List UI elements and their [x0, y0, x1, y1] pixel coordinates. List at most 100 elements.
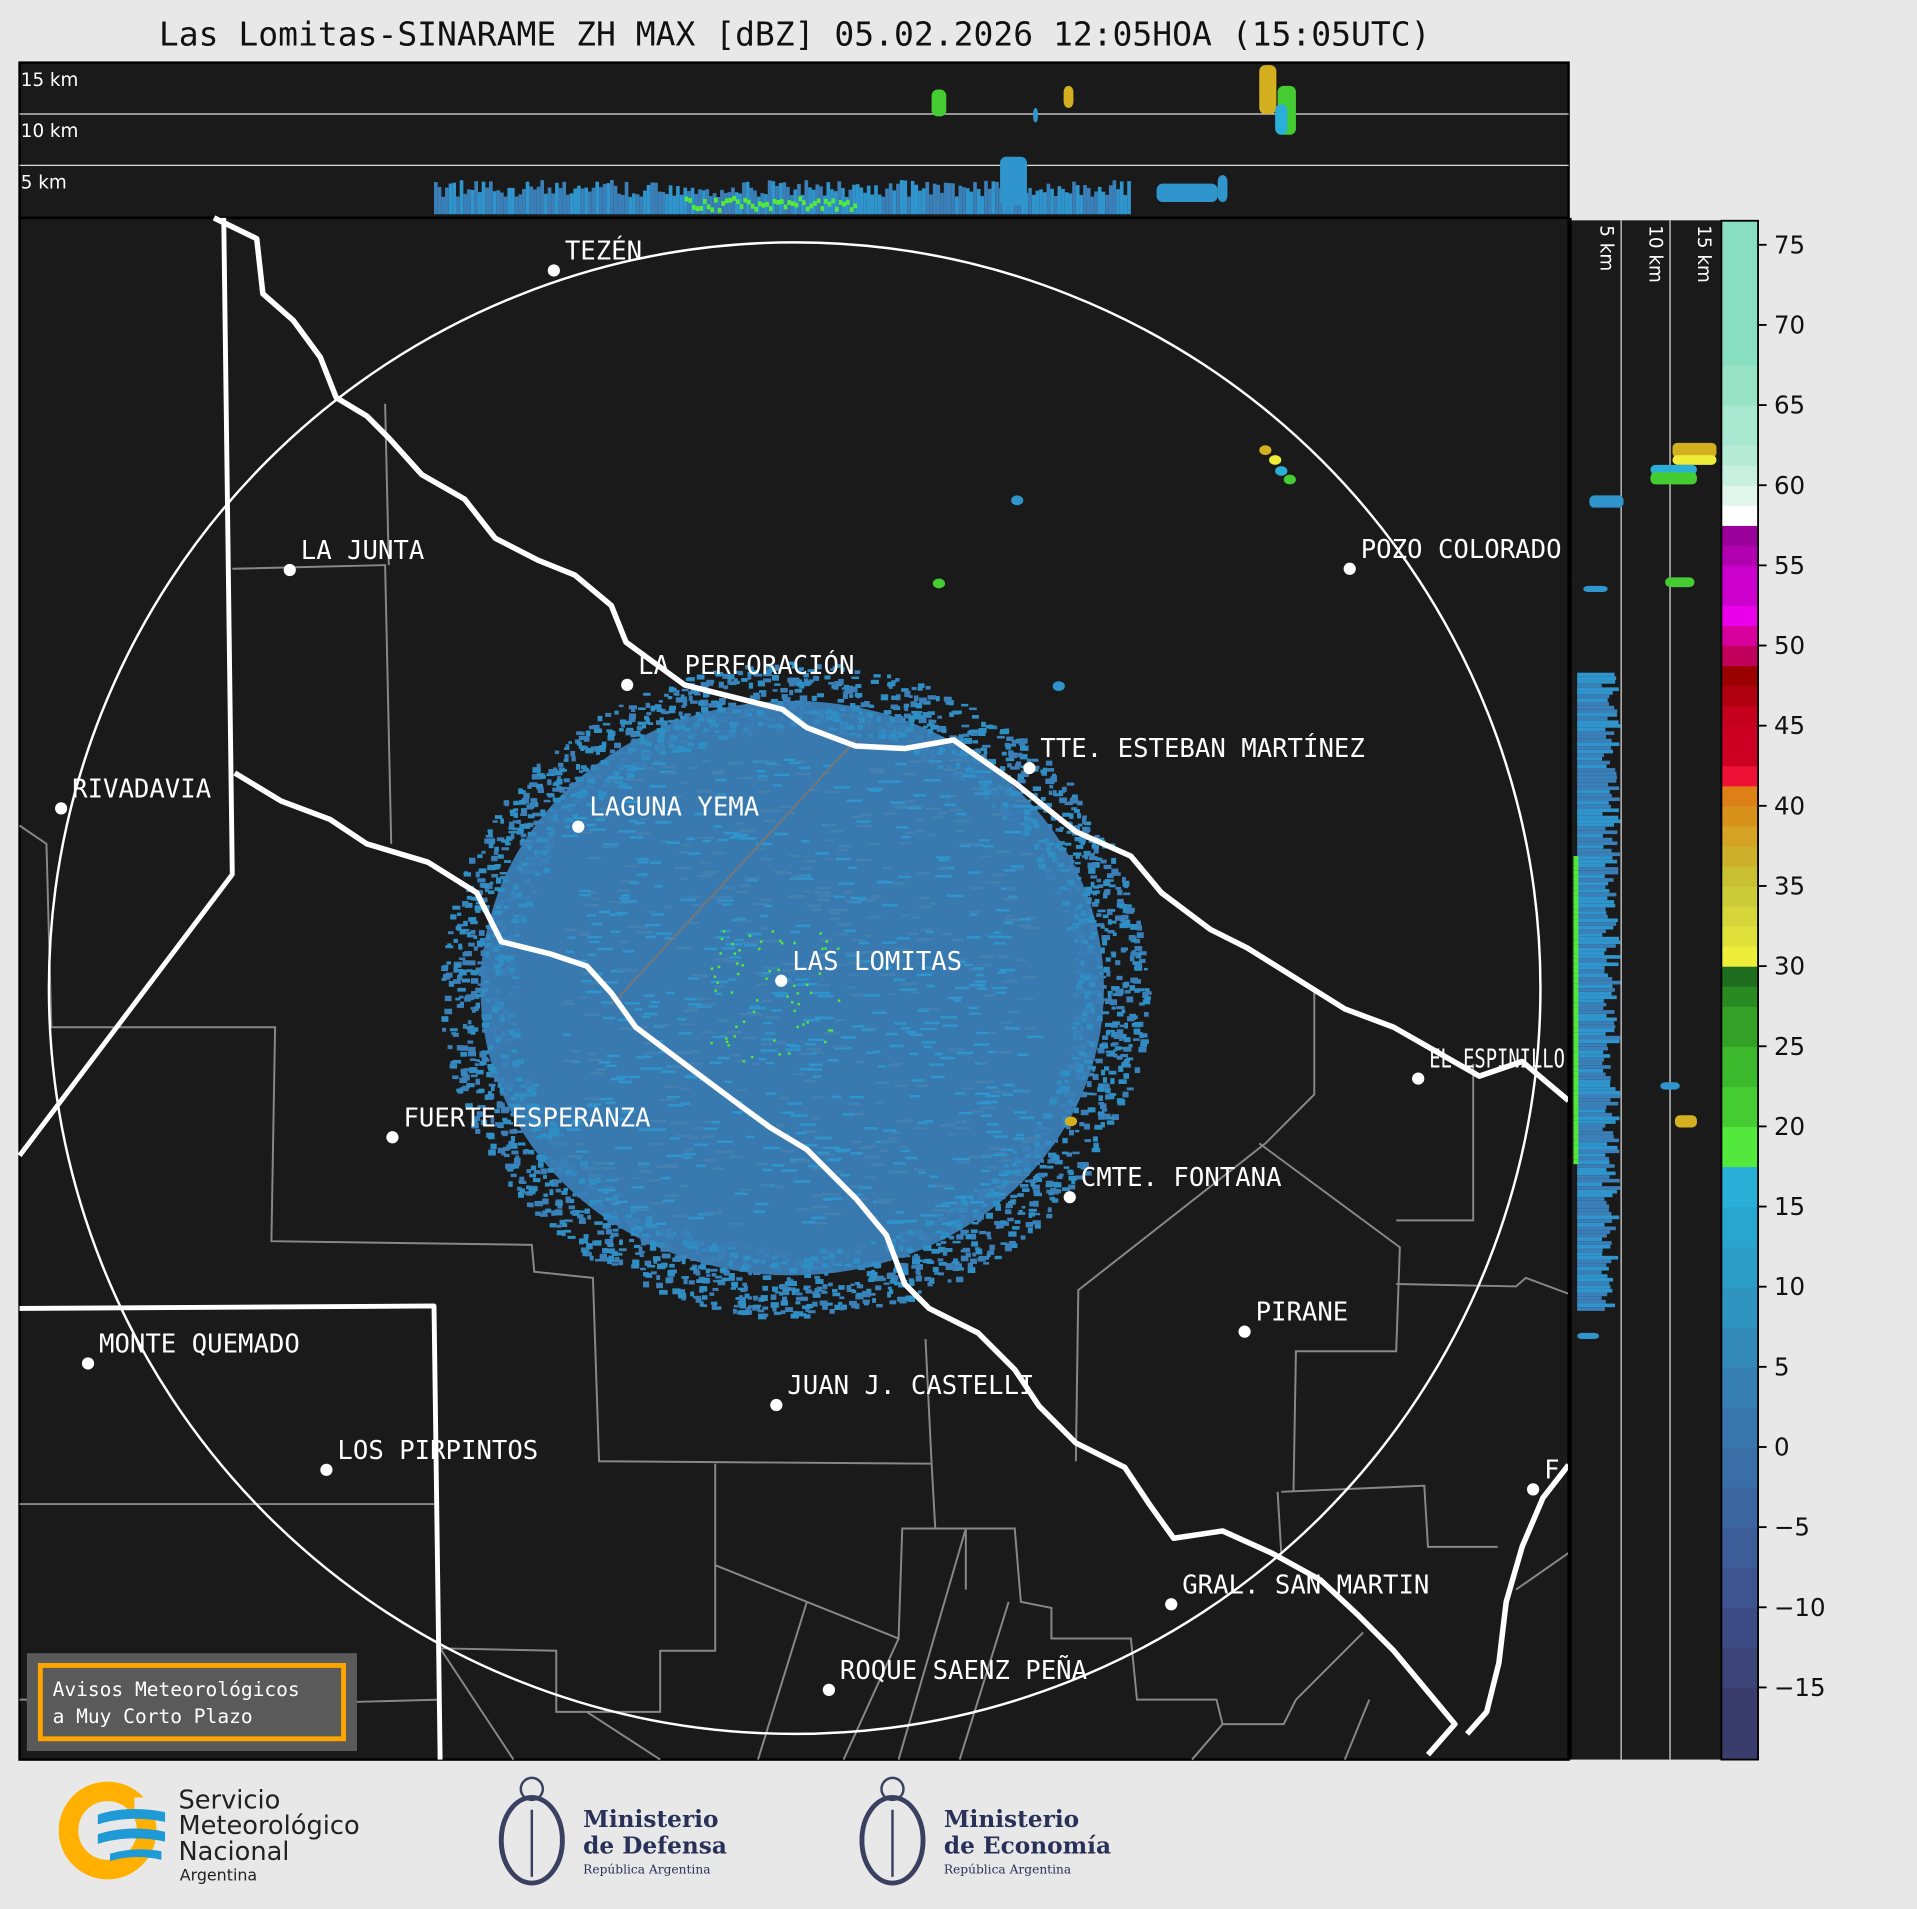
- echo-pixel: [832, 1288, 838, 1293]
- echo-texture: [889, 1044, 904, 1048]
- colorbar-band: [1721, 665, 1759, 687]
- echo-pixel: [1094, 1124, 1103, 1130]
- echo-texture: [697, 836, 714, 840]
- echo-pixel: [867, 1278, 875, 1283]
- echo-texture: [918, 1171, 927, 1174]
- echo-pixel: [821, 718, 826, 723]
- echo-texture: [742, 941, 760, 945]
- echo-pixel: [528, 856, 535, 861]
- echo-pixel: [668, 707, 676, 714]
- echo-pixel: [1090, 975, 1099, 981]
- echo-pixel: [570, 750, 576, 757]
- echo-texture: [762, 1168, 773, 1172]
- echo-pixel: [1012, 1162, 1017, 1167]
- echo-pixel: [697, 743, 705, 749]
- echo-pixel: [795, 1260, 804, 1265]
- section-echo: [452, 182, 457, 215]
- echo-pixel: [1075, 855, 1080, 859]
- section-echo: [584, 187, 589, 215]
- echo-pixel: [834, 1260, 842, 1265]
- echo-pixel: [798, 1313, 807, 1317]
- echo-texture: [973, 843, 985, 847]
- echo-pixel: [1078, 918, 1086, 925]
- echo-pixel: [504, 905, 509, 909]
- echo-pixel: [546, 793, 555, 797]
- echo-pixel: [942, 1232, 950, 1238]
- echo-pixel: [689, 1235, 695, 1242]
- echo-pixel: [494, 864, 501, 868]
- echo-pixel: [1066, 1126, 1071, 1130]
- echo-pixel: [1115, 886, 1122, 890]
- echo-pixel: [997, 1194, 1006, 1200]
- section-echo: [1577, 753, 1604, 758]
- echo-pixel: [531, 1128, 540, 1132]
- city-dot: [621, 678, 634, 692]
- echo-pixel: [610, 1232, 619, 1237]
- echo-texture: [591, 922, 603, 926]
- echo-pixel: [915, 1270, 920, 1275]
- echo-pixel: [1105, 957, 1111, 962]
- echo-pixel: [1076, 984, 1082, 991]
- warning-box[interactable]: Avisos Meteorológicos a Muy Corto Plazo: [26, 1653, 357, 1752]
- echo-texture: [840, 1036, 853, 1039]
- echo-pixel: [534, 871, 540, 876]
- section-echo: [1119, 181, 1124, 215]
- echo-pixel: [1020, 745, 1027, 751]
- echo-pixel: [858, 1245, 865, 1249]
- echo-texture: [795, 978, 809, 981]
- section-echo: [1577, 826, 1606, 831]
- echo-texture: [962, 842, 980, 846]
- echo-pixel: [508, 1087, 513, 1091]
- echo-pixel: [683, 742, 690, 746]
- echo-pixel: [1104, 998, 1113, 1005]
- echo-texture: [901, 982, 917, 985]
- echo-pixel: [655, 720, 663, 725]
- echo-texture: [947, 1133, 957, 1136]
- echo-pixel: [938, 1272, 944, 1276]
- echo-pixel: [680, 1289, 686, 1293]
- echo-texture: [824, 839, 835, 842]
- echo-texture: [615, 1146, 632, 1150]
- echo-texture: [670, 1121, 683, 1125]
- echo-pixel: [548, 832, 553, 835]
- echo-pixel: [495, 1122, 504, 1127]
- section-echo: [1577, 1065, 1611, 1069]
- echo-texture: [987, 935, 1004, 938]
- echo-pixel: [617, 770, 622, 775]
- echo-pixel: [488, 843, 494, 849]
- echo-texture: [850, 1140, 862, 1144]
- section-echo: [1577, 852, 1620, 857]
- echo-pixel: [1096, 1015, 1103, 1022]
- echo-texture: [936, 856, 951, 859]
- echo-texture: [765, 1092, 777, 1095]
- echo-pixel: [893, 725, 900, 731]
- echo-pixel: [920, 753, 928, 759]
- section-echo: [503, 196, 508, 215]
- echo-texture: [880, 1140, 897, 1143]
- echo-pixel: [473, 946, 478, 951]
- section-echo-green: [1573, 983, 1579, 989]
- echo-pixel: [1054, 1189, 1062, 1193]
- echo-pixel: [1140, 1043, 1148, 1047]
- echo-pixel: [1096, 878, 1102, 883]
- echo-pixel: [727, 678, 732, 685]
- echo-texture: [579, 996, 588, 999]
- echo-pixel: [1083, 1123, 1090, 1130]
- echo-texture: [653, 1142, 662, 1146]
- echo-pixel: [832, 1292, 841, 1297]
- echo-pixel: [980, 747, 988, 751]
- echo-pixel: [804, 1305, 811, 1310]
- echo-pixel: [488, 1066, 496, 1072]
- echo-pixel: [977, 1189, 983, 1194]
- echo-pixel: [519, 1188, 525, 1194]
- echo-pixel: [697, 1240, 705, 1246]
- echo-texture: [585, 904, 600, 907]
- echo-pixel: [614, 742, 622, 749]
- echo-pixel: [690, 1257, 698, 1262]
- section-echo: [1577, 1131, 1614, 1135]
- echo-pixel: [1054, 843, 1060, 849]
- echo-pixel: [774, 722, 783, 726]
- echo-pixel: [482, 988, 489, 993]
- echo-pixel: [1093, 991, 1100, 995]
- section-echo-green: [1573, 993, 1579, 998]
